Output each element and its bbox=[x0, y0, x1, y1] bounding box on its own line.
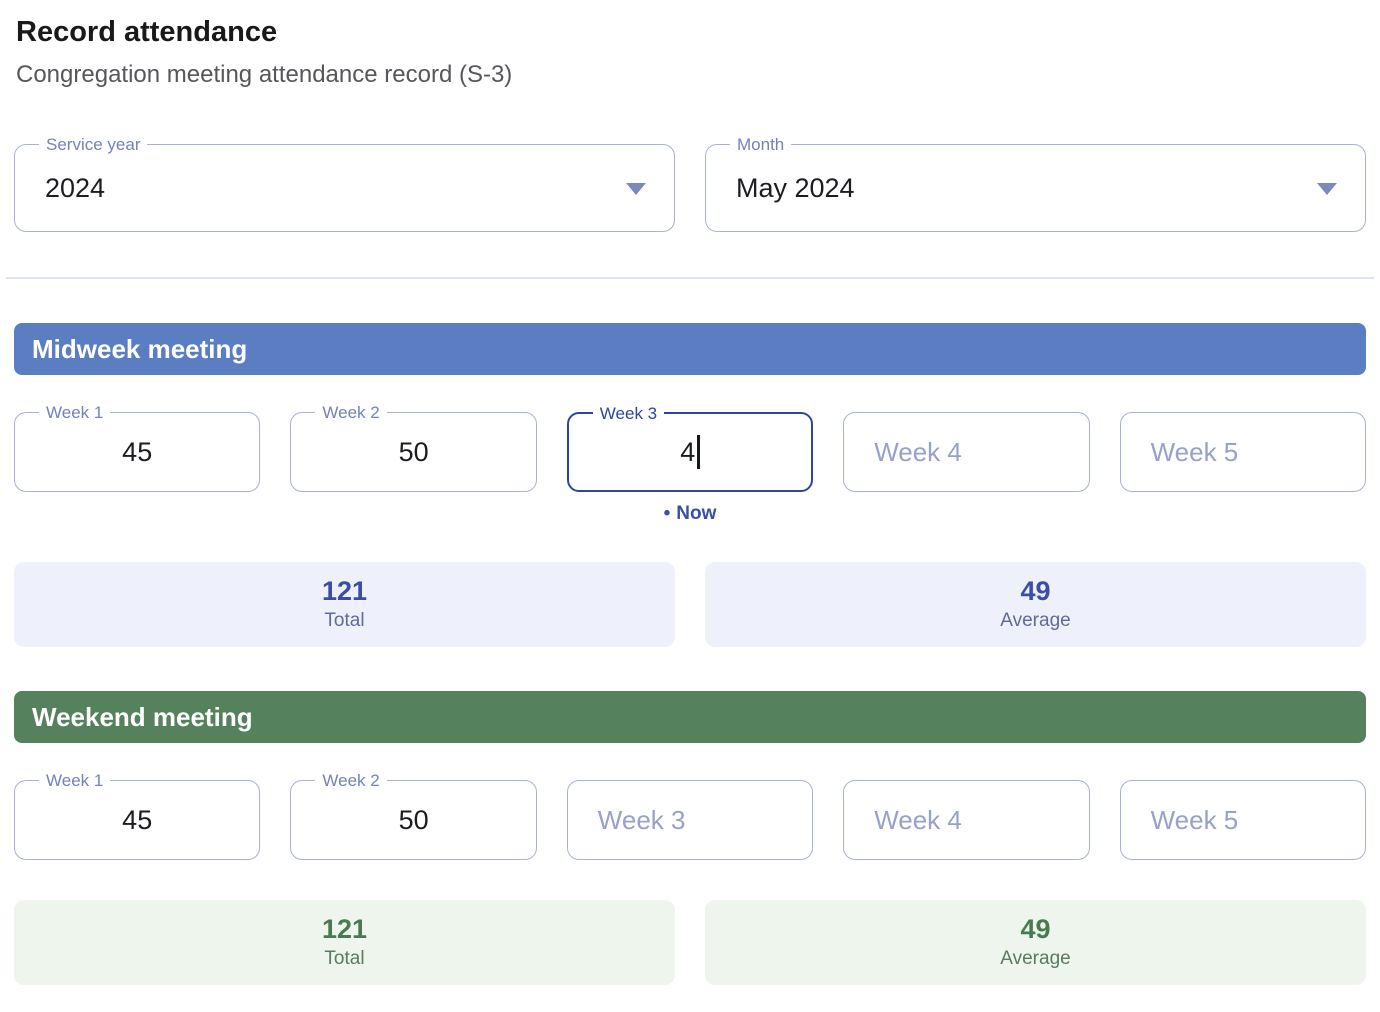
record-attendance-page: Record attendance Congregation meeting a… bbox=[6, 16, 1374, 985]
midweek-week4-input[interactable]: Week 4 bbox=[843, 412, 1090, 492]
month-label: Month bbox=[730, 135, 792, 155]
weekend-total-label: Total bbox=[324, 948, 365, 969]
weekend-week1-value: 45 bbox=[122, 804, 153, 835]
text-cursor bbox=[697, 435, 700, 469]
midweek-total-card: 121 Total bbox=[14, 562, 675, 647]
weekend-week5-input[interactable]: Week 5 bbox=[1119, 780, 1366, 860]
now-indicator: • Now bbox=[567, 502, 813, 526]
weekend-week1-label: Week 1 bbox=[39, 771, 111, 791]
midweek-week2-input[interactable]: Week 2 50 bbox=[290, 403, 537, 492]
weekend-section-title: Weekend meeting bbox=[32, 701, 253, 732]
weekend-summary-row: 121 Total 49 Average bbox=[14, 900, 1366, 985]
service-year-value: 2024 bbox=[45, 172, 106, 203]
midweek-average-label: Average bbox=[1000, 610, 1071, 631]
midweek-week5-input[interactable]: Week 5 bbox=[1119, 412, 1366, 492]
weekend-total-value: 121 bbox=[321, 914, 368, 944]
month-select[interactable]: Month May 2024 bbox=[705, 135, 1366, 232]
page-subtitle: Congregation meeting attendance record (… bbox=[16, 61, 513, 88]
midweek-week1-input[interactable]: Week 1 45 bbox=[14, 403, 261, 492]
weekend-week2-value: 50 bbox=[398, 804, 429, 835]
midweek-section-header: Midweek meeting bbox=[14, 323, 1366, 375]
weekend-total-card: 121 Total bbox=[14, 900, 675, 985]
weekend-average-label: Average bbox=[1000, 948, 1071, 969]
now-bullet-icon: • bbox=[663, 503, 671, 524]
midweek-week1-label: Week 1 bbox=[39, 403, 111, 423]
now-indicator-row: • Now bbox=[14, 502, 1366, 526]
midweek-weeks-row: Week 1 45 Week 2 50 Week 3 4 Week 4 Week… bbox=[14, 403, 1366, 492]
midweek-week2-label: Week 2 bbox=[315, 403, 387, 423]
page-title: Record attendance bbox=[16, 16, 278, 48]
midweek-total-value: 121 bbox=[321, 576, 368, 606]
chevron-down-icon bbox=[1317, 183, 1337, 195]
midweek-week3-input[interactable]: Week 3 4 bbox=[566, 404, 814, 492]
weekend-week3-input[interactable]: Week 3 bbox=[566, 780, 814, 860]
service-year-label: Service year bbox=[39, 135, 148, 155]
weekend-week1-input[interactable]: Week 1 45 bbox=[14, 771, 261, 860]
weekend-week2-input[interactable]: Week 2 50 bbox=[290, 771, 537, 860]
weekend-average-card: 49 Average bbox=[705, 900, 1366, 985]
weekend-weeks-row: Week 1 45 Week 2 50 Week 3 Week 4 Week 5 bbox=[14, 771, 1366, 860]
service-year-select[interactable]: Service year 2024 bbox=[14, 135, 675, 232]
weekend-week4-input[interactable]: Week 4 bbox=[843, 780, 1090, 860]
weekend-section-header: Weekend meeting bbox=[14, 691, 1366, 743]
weekend-week2-label: Week 2 bbox=[315, 771, 387, 791]
chevron-down-icon bbox=[626, 183, 646, 195]
midweek-total-label: Total bbox=[324, 610, 365, 631]
now-label: Now bbox=[676, 503, 717, 524]
weekend-week3-placeholder: Week 3 bbox=[597, 804, 686, 835]
midweek-week1-value: 45 bbox=[122, 436, 153, 467]
midweek-week5-placeholder: Week 5 bbox=[1150, 436, 1239, 467]
midweek-week3-label: Week 3 bbox=[592, 404, 665, 424]
month-value: May 2024 bbox=[736, 172, 855, 203]
midweek-week4-placeholder: Week 4 bbox=[874, 436, 962, 467]
midweek-average-value: 49 bbox=[1020, 576, 1051, 606]
midweek-section-title: Midweek meeting bbox=[32, 333, 248, 364]
midweek-summary-row: 121 Total 49 Average bbox=[14, 562, 1366, 647]
weekend-average-value: 49 bbox=[1020, 914, 1051, 944]
weekend-week4-placeholder: Week 4 bbox=[874, 804, 962, 835]
midweek-week2-value: 50 bbox=[398, 436, 429, 467]
filters-row: Service year 2024 Month May 2024 bbox=[14, 135, 1366, 232]
midweek-week3-value: 4 bbox=[680, 436, 696, 467]
weekend-week5-placeholder: Week 5 bbox=[1150, 804, 1239, 835]
midweek-average-card: 49 Average bbox=[705, 562, 1366, 647]
divider bbox=[6, 277, 1374, 279]
